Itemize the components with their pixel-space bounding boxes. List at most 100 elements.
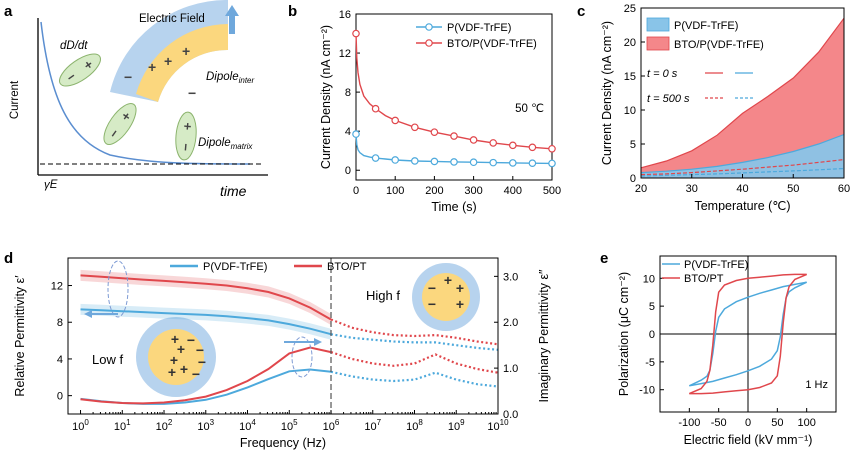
panel-a-minus-sign: − <box>124 69 132 85</box>
x-tick-label: 100 <box>72 418 89 433</box>
legend-entry: BTO/PT <box>327 261 367 273</box>
series-line-dotted <box>330 351 499 374</box>
series-line-solid <box>80 308 332 336</box>
data-point <box>371 104 380 113</box>
panel-a-xlabel: time <box>220 183 247 199</box>
x-tick-label: 50 <box>771 417 783 429</box>
y-axis-label: Relative Permittivity ε′ <box>13 275 27 397</box>
x-tick-label: 100 <box>386 185 404 197</box>
x-tick-label: 500 <box>543 185 561 197</box>
panel-a-letter: a <box>4 3 13 20</box>
x-tick-label: 0 <box>745 417 751 429</box>
panel-a-baseline-label: γE <box>44 179 58 191</box>
data-point <box>489 158 498 167</box>
x-tick-label: 300 <box>464 185 482 197</box>
data-point <box>548 159 556 168</box>
y-tick-label: 0 <box>345 165 351 177</box>
panel-a-dipole: − + <box>59 53 101 87</box>
x-tick-label: 102 <box>156 418 173 433</box>
y-right-tick-label: 1.0 <box>503 363 518 375</box>
x-tick-label: 103 <box>197 418 214 433</box>
y-tick-label: 5 <box>630 139 636 151</box>
panel-e-letter: e <box>600 250 608 267</box>
series-line-solid <box>80 346 332 405</box>
right-axis-arrowhead <box>314 338 322 346</box>
high-f-plus-sign: + <box>456 280 464 296</box>
x-axis-label: Temperature (℃) <box>694 199 790 213</box>
x-tick-label: 107 <box>364 418 381 433</box>
panel-b-letter: b <box>288 3 297 20</box>
x-tick-label: 30 <box>686 183 698 195</box>
x-tick-label: 108 <box>406 418 423 433</box>
legend-marker <box>425 23 433 31</box>
panel-a-dipole-matrix-label: Dipolematrix <box>198 137 253 151</box>
x-tick-label: 400 <box>504 185 522 197</box>
y-right-tick-label: 0.0 <box>503 409 518 421</box>
high-f-plus-sign: + <box>444 272 452 288</box>
data-point <box>410 123 419 132</box>
series-line <box>355 33 553 150</box>
y-axis-label: Polarization (μC cm⁻²) <box>617 272 631 396</box>
low-f-plus-sign: + <box>171 331 179 347</box>
high-f-plus-sign: + <box>456 296 464 312</box>
panel-c-letter: c <box>577 3 585 20</box>
data-point <box>430 128 439 136</box>
y-tick-label: 0 <box>57 391 63 403</box>
x-axis-label: Frequency (Hz) <box>240 436 326 450</box>
series-line-t0 <box>640 133 845 174</box>
series-line-t500 <box>640 159 845 176</box>
data-point <box>352 130 360 138</box>
y-tick-label: 0 <box>630 173 636 185</box>
x-axis-label: Time (s) <box>431 200 476 214</box>
panel-a-dipole-inter-label: Dipoleinter <box>206 71 255 85</box>
data-point <box>450 158 458 166</box>
series-line-t0 <box>640 17 845 169</box>
x-tick-label: 104 <box>239 418 256 433</box>
legend-marker <box>425 39 433 47</box>
left-axis-arrowhead <box>84 310 92 318</box>
y-tick-label: 20 <box>624 37 636 49</box>
x-tick-label: 20 <box>635 183 647 195</box>
high-f-label: High f <box>366 288 400 303</box>
panel-a-particle-region <box>136 24 228 102</box>
series-line-solid <box>80 274 332 321</box>
data-point <box>469 158 478 167</box>
data-point <box>410 157 419 165</box>
data-point <box>508 141 517 150</box>
y-tick-label: 5 <box>649 301 655 313</box>
y-tick-label: 12 <box>339 48 351 60</box>
legend-entry: P(VDF-TrFE) <box>447 22 511 34</box>
x-tick-label: 0 <box>353 185 359 197</box>
low-f-plus-sign: + <box>170 352 178 368</box>
panel-a-plus-sign: + <box>148 59 156 75</box>
x-tick-label: 109 <box>448 418 465 433</box>
panel-a-plus-sign: + <box>182 43 190 59</box>
svg-text:+: + <box>180 121 196 130</box>
panel-a-schematic: a Current time dD/dt γE + + + − − Electr… <box>4 0 268 199</box>
hysteresis-loop <box>688 281 808 387</box>
y-tick-label: 0 <box>649 329 655 341</box>
low-f-minus-sign: − <box>187 332 195 348</box>
high-f-particle <box>422 273 470 321</box>
y-tick-label: 25 <box>624 3 636 15</box>
y-tick-label: 4 <box>345 126 351 138</box>
panel-b-plot-area: 0 100 200 300 400 500 0 4 8 12 16 Time (s) Current D… <box>319 9 561 214</box>
x-tick-label: 101 <box>114 418 131 433</box>
x-tick-label: 200 <box>425 185 443 197</box>
panel-a-ylabel: Current <box>9 80 21 119</box>
panel-a-plus-sign: + <box>164 53 172 69</box>
uncertainty-band <box>80 269 331 325</box>
high-f-minus-sign: − <box>428 280 436 296</box>
high-f-minus-sign: − <box>428 296 436 312</box>
annotation-frequency: 1 Hz <box>805 379 828 391</box>
data-point <box>548 144 556 153</box>
low-f-minus-sign: − <box>192 366 200 382</box>
y-tick-label: -10 <box>639 385 655 397</box>
panel-a-minus-sign: − <box>188 85 196 101</box>
y-tick-label: 16 <box>339 9 351 21</box>
series-line-dotted <box>330 318 499 346</box>
data-point <box>371 154 380 162</box>
